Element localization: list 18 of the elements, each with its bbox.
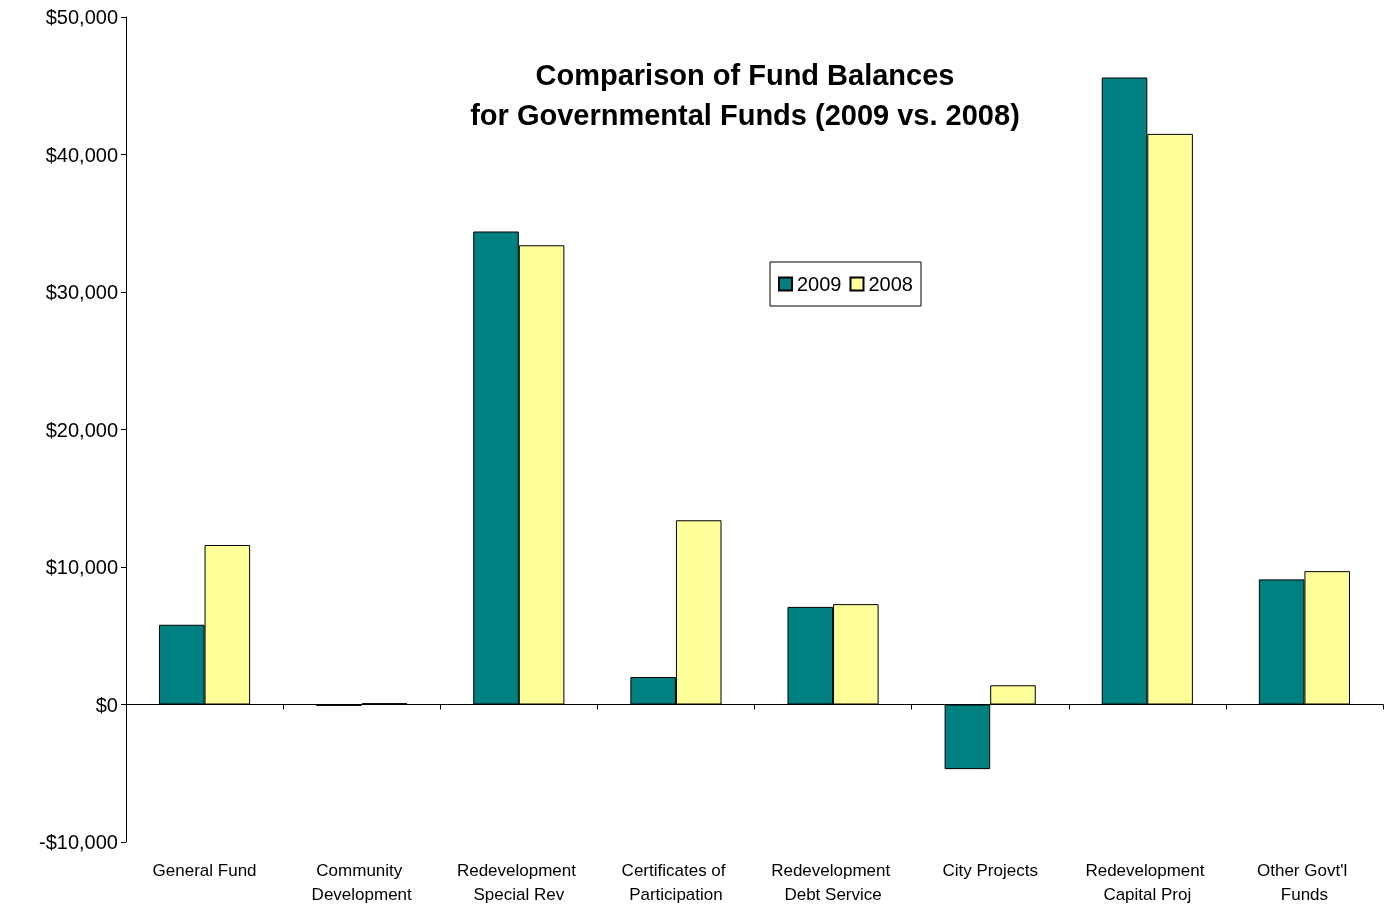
x-tick-label: City Projects — [942, 860, 1038, 880]
x-tick-label: Other Govt'l Funds — [1256, 860, 1352, 904]
y-tick-label: $20,000 — [45, 418, 118, 441]
legend-label: 2008 — [868, 273, 913, 295]
x-tick-label: General Fund — [152, 860, 257, 880]
x-tick-label: Redevelopment Capital Proj — [1085, 860, 1210, 904]
y-tick-label: $30,000 — [45, 281, 118, 303]
x-tick-label: Redevelopment Special Rev — [456, 860, 581, 904]
y-tick-label: $40,000 — [45, 143, 118, 166]
x-tick-label: Redevelopment Debt Service — [771, 860, 895, 904]
text: Comparison of Fund Balances for Governmental Funds (2009 vs. 2008) — [470, 59, 1020, 131]
y-tick-label: $0 — [95, 693, 118, 716]
x-tick-label: Certificates of Participation — [621, 860, 731, 904]
y-tick-label: $10,000 — [45, 556, 118, 578]
y-tick-label: $50,000 — [45, 6, 118, 28]
x-tick-label: Community Development — [311, 860, 413, 904]
legend-label: 2009 — [797, 273, 842, 295]
y-tick-label: -$10,000 — [39, 831, 118, 853]
